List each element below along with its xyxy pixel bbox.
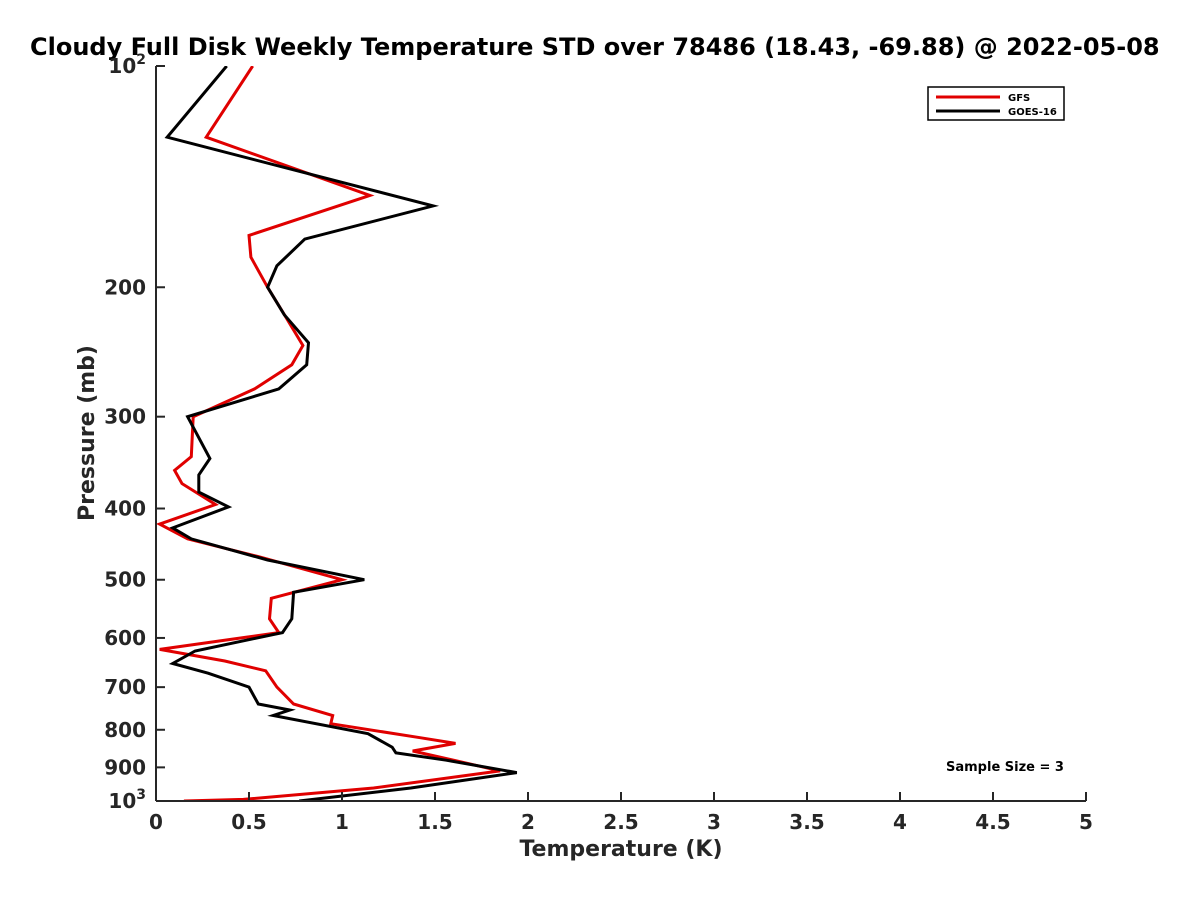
legend: GFS GOES-16 <box>927 86 1065 121</box>
x-tick-label: 2.5 <box>603 810 638 834</box>
x-tick-label: 1 <box>335 810 349 834</box>
y-tick-label: 300 <box>104 405 146 429</box>
x-tick-label: 4 <box>893 810 907 834</box>
x-axis-label: Temperature (K) <box>519 837 722 862</box>
x-tick-label: 0.5 <box>231 810 266 834</box>
y-tick-label: 200 <box>104 275 146 299</box>
x-tick-label: 4.5 <box>975 810 1010 834</box>
x-tick-label: 3 <box>707 810 721 834</box>
x-tick-label: 2 <box>521 810 535 834</box>
y-tick-label: 900 <box>104 755 146 779</box>
y-tick-label: 800 <box>104 718 146 742</box>
y-tick-label: 102 <box>108 52 146 78</box>
legend-box <box>927 86 1065 121</box>
series-line-gfs <box>156 66 501 801</box>
sample-size-annotation: Sample Size = 3 <box>946 760 1064 775</box>
y-axis-ticks: 102 200 300 400 500 600 700 800 900 103 <box>104 52 165 813</box>
y-tick-label: 400 <box>104 497 146 521</box>
y-tick-label: 500 <box>104 568 146 592</box>
legend-label-gfs: GFS <box>1008 93 1030 104</box>
y-tick-label: 700 <box>104 675 146 699</box>
legend-label-goes-16: GOES-16 <box>1008 107 1057 118</box>
series-line-goes-16 <box>164 66 518 801</box>
y-axis-label: Pressure (mb) <box>75 345 100 521</box>
x-tick-label: 1.5 <box>417 810 452 834</box>
x-tick-label: 3.5 <box>789 810 824 834</box>
x-tick-label: 0 <box>149 810 163 834</box>
x-axis-ticks: 0 0.5 1 1.5 2 2.5 3 3.5 4 4.5 5 <box>149 792 1093 834</box>
x-tick-label: 5 <box>1079 810 1093 834</box>
chart-title: Cloudy Full Disk Weekly Temperature STD … <box>30 33 1160 61</box>
y-tick-label: 600 <box>104 626 146 650</box>
y-tick-label: 103 <box>108 787 146 813</box>
